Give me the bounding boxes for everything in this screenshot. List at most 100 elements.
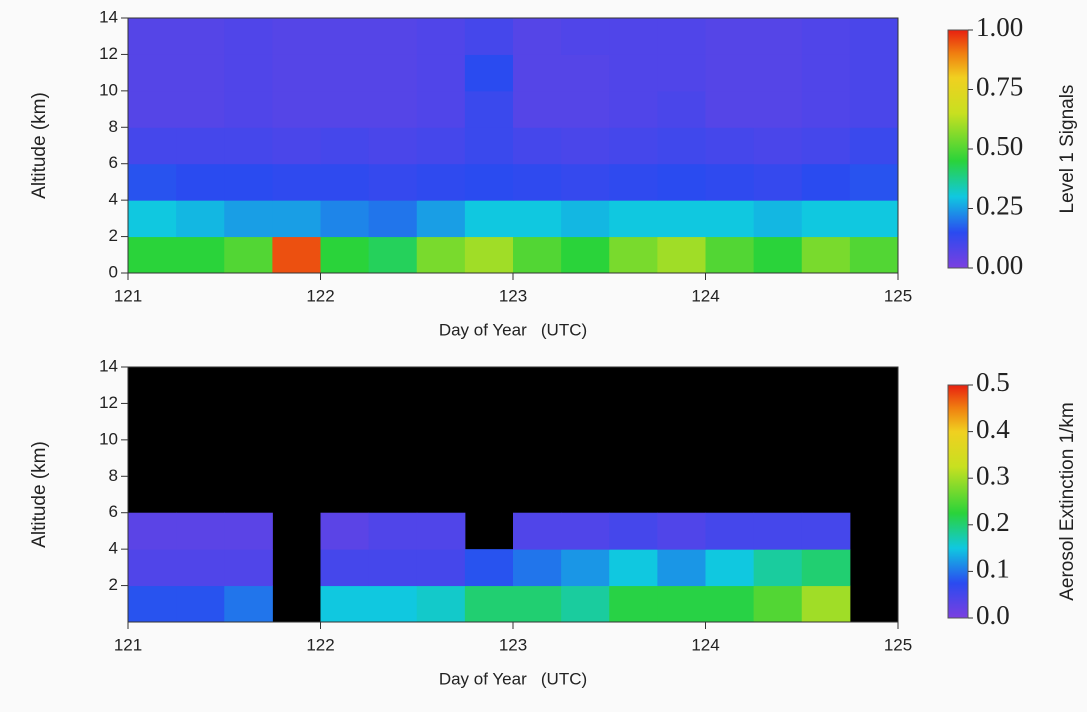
heatmap-cell xyxy=(320,127,370,165)
x-tick-label: 122 xyxy=(306,635,334,654)
heatmap-cell xyxy=(849,236,899,274)
heatmap-cell xyxy=(320,163,370,201)
heatmap-cell xyxy=(753,90,803,128)
heatmap-cell xyxy=(801,163,851,201)
heatmap-cell xyxy=(368,18,418,55)
heatmap-cell xyxy=(320,90,370,128)
y-tick-label: 14 xyxy=(99,356,118,375)
heatmap-cell xyxy=(657,90,706,128)
y-tick-label: 14 xyxy=(99,7,118,26)
heatmap-cell xyxy=(464,549,514,587)
colorbar-tick-label: 0.50 xyxy=(976,131,1023,161)
heatmap-cell xyxy=(320,18,370,55)
heatmap-cell xyxy=(176,90,225,128)
heatmap-cell xyxy=(849,163,899,201)
heatmap-cell xyxy=(561,236,610,274)
colorbar-label: Aerosol Extinction 1/km xyxy=(1057,402,1078,601)
heatmap-cell xyxy=(176,18,225,55)
x-tick-label: 123 xyxy=(499,635,527,654)
x-axis-label: Day of Year (UTC) xyxy=(439,669,587,688)
colorbar-tick-label: 1.00 xyxy=(976,12,1023,42)
heatmap-cell xyxy=(705,54,755,92)
y-axis-label: Altitude (km) xyxy=(29,441,50,548)
heatmap-cell xyxy=(224,127,273,165)
heatmap-cell xyxy=(416,90,466,128)
colorbar-tick-label: 0.0 xyxy=(976,600,1010,630)
heatmap-cell xyxy=(416,236,466,274)
x-tick-label: 122 xyxy=(306,286,334,305)
heatmap-cell xyxy=(272,90,321,128)
heatmap-cell xyxy=(513,549,562,587)
heatmap-cell xyxy=(128,585,177,623)
heatmap-cell xyxy=(801,90,851,128)
heatmap-cell xyxy=(609,54,658,92)
heatmap-cell xyxy=(513,127,562,165)
heatmap-cell xyxy=(320,549,370,587)
heatmap-cell xyxy=(609,236,658,274)
heatmap-cell xyxy=(513,585,562,623)
heatmap-cell xyxy=(609,585,658,623)
heatmap-cell xyxy=(801,512,851,550)
heatmap-cell xyxy=(657,127,706,165)
heatmap-cell xyxy=(464,90,514,128)
heatmap-cell xyxy=(513,54,562,92)
heatmap-cell xyxy=(705,90,755,128)
heatmap-cell xyxy=(609,127,658,165)
heatmap-cell xyxy=(753,127,803,165)
colorbar-tick-label: 0.2 xyxy=(976,507,1010,537)
y-tick-label: 6 xyxy=(109,153,118,172)
y-tick-label: 6 xyxy=(109,502,118,521)
heatmap-cell xyxy=(368,127,418,165)
heatmap-cell xyxy=(561,549,610,587)
heatmap-cell xyxy=(753,163,803,201)
heatmap-cell xyxy=(176,236,225,274)
heatmap-cell xyxy=(513,236,562,274)
heatmap-cell xyxy=(513,512,562,550)
heatmap-cell xyxy=(753,54,803,92)
heatmap-cell xyxy=(561,90,610,128)
y-tick-label: 2 xyxy=(109,575,118,594)
heatmap-cell xyxy=(753,585,803,623)
heatmap-cell xyxy=(609,163,658,201)
heatmap-cell xyxy=(272,18,321,55)
heatmap-cell xyxy=(224,90,273,128)
heatmap-cell xyxy=(561,512,610,550)
heatmap-cell xyxy=(849,54,899,92)
heatmap-cell xyxy=(464,18,514,55)
y-tick-label: 0 xyxy=(109,262,118,281)
heatmap-cell xyxy=(657,549,706,587)
heatmap-cell xyxy=(513,163,562,201)
heatmap-cell xyxy=(272,200,321,238)
heatmap-cell xyxy=(416,200,466,238)
heatmap-cell xyxy=(561,127,610,165)
heatmap-cell xyxy=(753,236,803,274)
heatmap-cell xyxy=(416,549,466,587)
heatmap-cell xyxy=(176,585,225,623)
heatmap-cell xyxy=(272,163,321,201)
heatmap-cell xyxy=(368,549,418,587)
heatmap-cell xyxy=(224,236,273,274)
heatmap-cell xyxy=(753,18,803,55)
heatmap-cell xyxy=(801,18,851,55)
heatmap-cell xyxy=(128,18,177,55)
heatmap-cell xyxy=(513,200,562,238)
heatmap-cell xyxy=(176,200,225,238)
heatmap-cell xyxy=(801,585,851,623)
x-tick-label: 125 xyxy=(884,286,912,305)
x-axis-label: Day of Year (UTC) xyxy=(439,320,587,339)
heatmap-cell xyxy=(224,163,273,201)
x-tick-label: 121 xyxy=(114,286,142,305)
y-tick-label: 10 xyxy=(99,80,118,99)
heatmap-cell xyxy=(320,585,370,623)
heatmap-cell xyxy=(801,200,851,238)
heatmap-cell xyxy=(224,549,273,587)
x-tick-label: 124 xyxy=(691,286,719,305)
y-tick-label: 12 xyxy=(99,44,118,63)
y-tick-label: 4 xyxy=(109,539,118,558)
heatmap-cell xyxy=(801,549,851,587)
heatmap-cell xyxy=(705,585,755,623)
heatmap-cell xyxy=(368,236,418,274)
heatmap-cell xyxy=(128,512,177,550)
heatmap-cell xyxy=(128,200,177,238)
heatmap-cell xyxy=(561,54,610,92)
